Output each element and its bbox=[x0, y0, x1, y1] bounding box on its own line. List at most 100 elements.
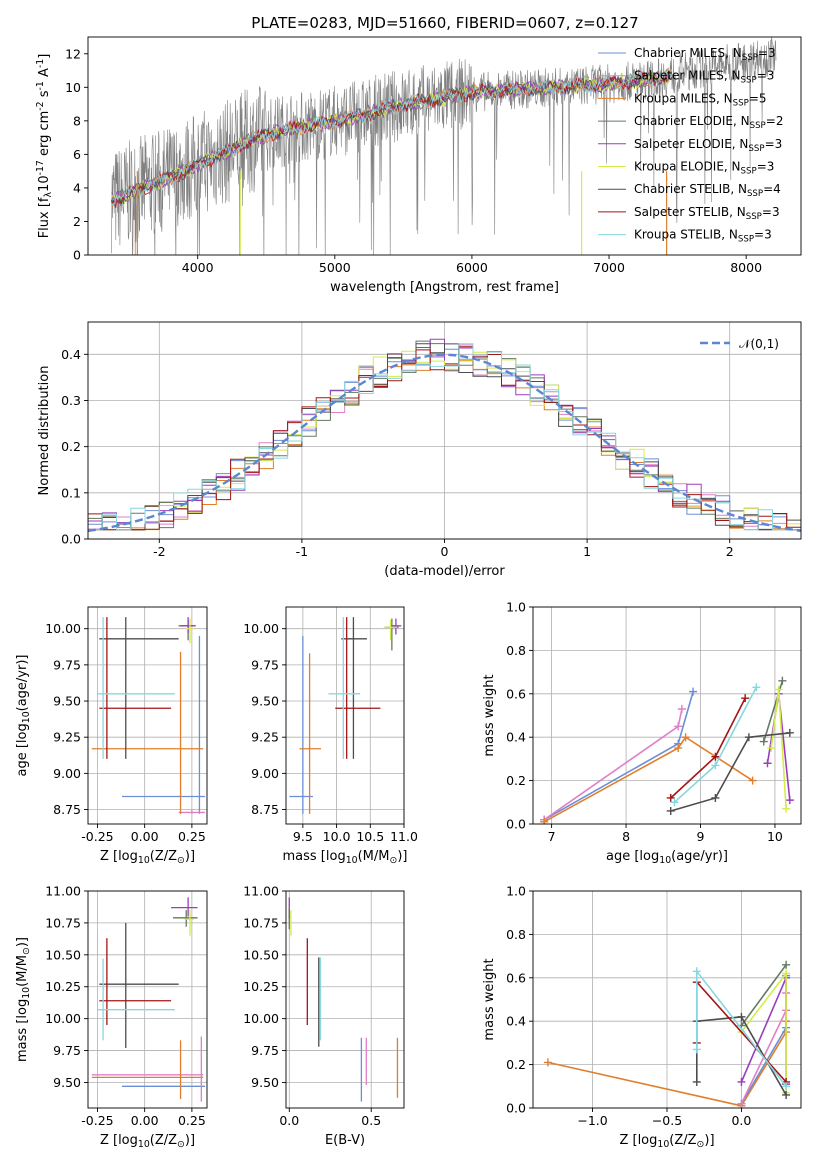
series-marker bbox=[741, 694, 750, 703]
series-marker bbox=[692, 967, 701, 976]
y-tick-label: 0.2 bbox=[61, 439, 81, 454]
y-tick-label: 6 bbox=[73, 147, 81, 162]
x-tick-label: 0.0 bbox=[731, 1113, 751, 1128]
y-tick-label: 9.25 bbox=[53, 730, 81, 745]
y-axis-label: age [log10​(age/yr)] bbox=[15, 655, 32, 777]
series-marker bbox=[711, 793, 720, 802]
y-tick-label: 0.3 bbox=[61, 393, 81, 408]
y-tick-label: 11.00 bbox=[45, 884, 81, 899]
point-kroupa_elodie bbox=[383, 620, 398, 641]
series-marker bbox=[670, 798, 679, 807]
point-salpeter_elodie bbox=[390, 618, 402, 635]
y-tick-label: 8 bbox=[73, 113, 81, 128]
y-tick-label: 10.25 bbox=[45, 979, 81, 994]
point-chabrier_stelib bbox=[99, 617, 179, 759]
legend-label-kroupa_elodie: Kroupa ELODIE, NSSP​=3 bbox=[634, 160, 774, 177]
y-tick-label: 10.75 bbox=[45, 915, 81, 930]
x-tick-label: −0.5 bbox=[652, 1113, 682, 1128]
model-fit-line-salpeter_stelib bbox=[110, 70, 673, 208]
y-tick-label: 9.75 bbox=[53, 657, 81, 672]
legend-label-chabrier_miles: Chabrier MILES, NSSP​=3 bbox=[634, 46, 776, 63]
residual-histogram-chabrier_elodie bbox=[88, 340, 801, 531]
series-marker bbox=[666, 806, 675, 815]
y-tick-label: 10.50 bbox=[243, 947, 279, 962]
y-tick-label: 8.75 bbox=[251, 802, 279, 817]
x-axis-label: mass [log10​(M/M⊙​)] bbox=[283, 849, 408, 866]
x-tick-label: 0.5 bbox=[361, 1113, 381, 1128]
panel-mass_vs_z: -0.25 0.00 0.25 9.50 9.75 10.00 10.25 10.50 10.7… bbox=[15, 884, 208, 1150]
y-tick-label: 0.0 bbox=[506, 1101, 526, 1116]
point-kroupa_stelib bbox=[97, 617, 175, 759]
x-tick-label: 9.5 bbox=[293, 829, 313, 844]
point-kroupa_stelib bbox=[97, 958, 175, 1041]
x-tick-label: 11.0 bbox=[390, 829, 418, 844]
y-axis-label: mass weight bbox=[482, 958, 497, 1040]
series-marker bbox=[543, 1058, 552, 1067]
legend-label-chabrier_stelib: Chabrier STELIB, NSSP​=4 bbox=[634, 182, 781, 199]
model-fit-line-kroupa_stelib bbox=[111, 68, 673, 207]
x-tick-label: -1 bbox=[296, 544, 308, 559]
point-kroupa_elodie bbox=[184, 910, 194, 936]
series-marker bbox=[674, 744, 683, 753]
x-tick-label: 6000 bbox=[456, 260, 488, 275]
x-tick-label: 8 bbox=[622, 829, 630, 844]
series-line bbox=[670, 732, 790, 812]
point-chabrier_stelib bbox=[341, 617, 367, 759]
x-tick-label: 9 bbox=[697, 829, 705, 844]
series-marker bbox=[744, 733, 753, 742]
y-tick-label: 0.8 bbox=[506, 643, 526, 658]
y-tick-label: 9.50 bbox=[251, 1075, 279, 1090]
y-tick-label: 0.4 bbox=[506, 730, 526, 745]
y-tick-label: 0.2 bbox=[506, 1057, 526, 1072]
y-tick-label: 4 bbox=[73, 180, 81, 195]
series-marker bbox=[782, 804, 791, 813]
y-tick-label: 9.25 bbox=[251, 730, 279, 745]
series-marker bbox=[737, 1077, 746, 1086]
spectrum-legend: Chabrier MILES, NSSP​=3 Salpeter MILES, N… bbox=[598, 46, 783, 245]
y-tick-label: 9.50 bbox=[53, 694, 81, 709]
y-tick-label: 0.6 bbox=[506, 970, 526, 985]
y-tick-label: 9.00 bbox=[251, 766, 279, 781]
x-axis-label: E(B-V) bbox=[325, 1133, 365, 1148]
y-tick-label: 9.75 bbox=[251, 1043, 279, 1058]
x-tick-label: 0.00 bbox=[131, 1113, 159, 1128]
x-tick-label: 10.5 bbox=[356, 829, 384, 844]
y-axis-label: mass weight bbox=[482, 674, 497, 756]
x-axis-label: (data-model)/error bbox=[384, 564, 505, 579]
series-chabrier_stelib bbox=[666, 728, 794, 815]
panel-spectrum: 4000 5000 6000 7000 8000 0 2 4 6 8 10 12 wavelength … bbox=[35, 36, 802, 295]
axes-frame bbox=[285, 890, 405, 1109]
residual-histogram-kroupa_stelib bbox=[88, 343, 801, 531]
panel-age_vs_mass: 9.5 10.0 10.5 11.0 8.75 9.00 9.25 9.50 9.75 10.00… bbox=[243, 606, 418, 866]
point-kroupa_elodie bbox=[186, 618, 194, 644]
y-tick-label: 9.00 bbox=[53, 766, 81, 781]
legend-label-kroupa_miles: Kroupa MILES, NSSP​=5 bbox=[634, 91, 767, 108]
series-marker bbox=[778, 676, 787, 685]
x-tick-label: -0.25 bbox=[81, 829, 113, 844]
point-chabrier_stelib bbox=[99, 922, 179, 1049]
series-line bbox=[740, 964, 787, 1026]
series-marker bbox=[681, 733, 690, 742]
x-tick-label: 5000 bbox=[319, 260, 351, 275]
axes-frame bbox=[87, 606, 208, 825]
panel-age_vs_z: -0.25 0.00 0.25 8.75 9.00 9.25 9.50 9.75 10.00 Z … bbox=[15, 606, 208, 866]
series-kroupa_stelib bbox=[692, 967, 791, 1091]
series-marker bbox=[692, 1045, 701, 1054]
y-tick-label: 10.50 bbox=[45, 947, 81, 962]
point-salpeter_stelib bbox=[99, 938, 172, 1026]
axes-frame bbox=[87, 36, 802, 256]
series-marker bbox=[767, 744, 776, 753]
y-tick-label: 0.4 bbox=[61, 347, 81, 362]
series-marker bbox=[737, 1012, 746, 1021]
x-axis-label: Z [log10​(Z/Z⊙​)] bbox=[100, 1133, 195, 1150]
series-marker bbox=[540, 817, 549, 824]
axes-frame bbox=[532, 606, 802, 825]
x-tick-label: 8000 bbox=[730, 260, 762, 275]
series-marker bbox=[711, 761, 720, 770]
x-tick-label: 4000 bbox=[182, 260, 214, 275]
y-tick-label: 0.8 bbox=[506, 927, 526, 942]
y-tick-label: 8.75 bbox=[53, 802, 81, 817]
y-tick-label: 10.00 bbox=[243, 1011, 279, 1026]
y-tick-label: 9.50 bbox=[53, 1075, 81, 1090]
